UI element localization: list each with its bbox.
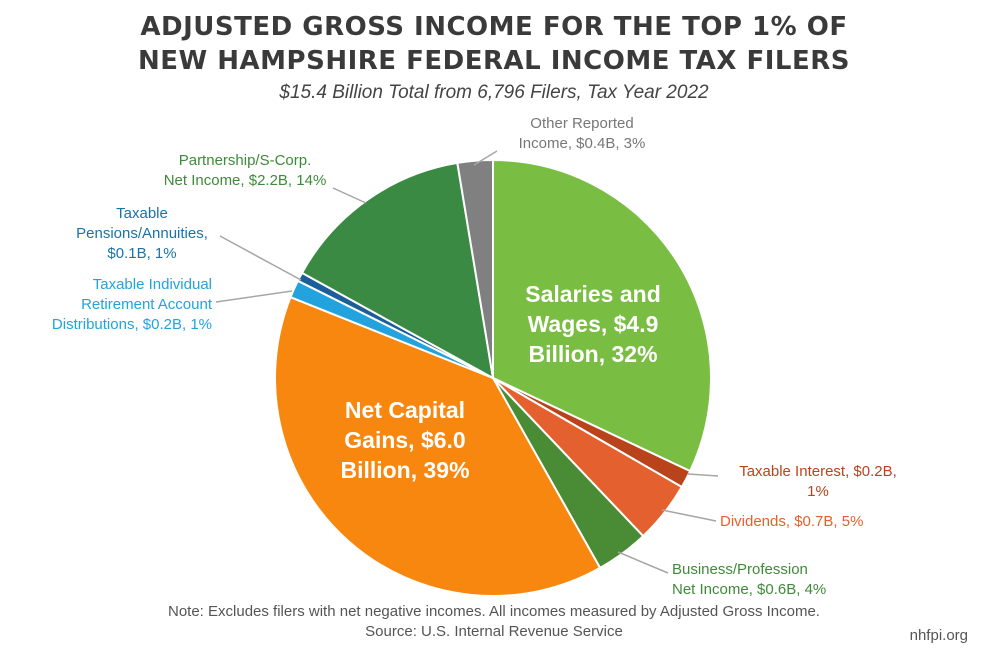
- slice-label-line: Income, $0.4B, 3%: [519, 135, 646, 152]
- leader-line-taxable-individual-retirement-account-distributions: [215, 290, 293, 303]
- slice-label-line: Net Income, $2.2B, 14%: [164, 172, 327, 189]
- slice-label-line: Distributions, $0.2B, 1%: [52, 316, 212, 333]
- brand-url: nhfpi.org: [909, 627, 968, 644]
- slice-label-net-capital-gains: Net Capital Gains, $6.0 Billion, 39%: [340, 397, 469, 483]
- leader-line-partnership-s-corp-net-income: [332, 187, 367, 204]
- slice-label-line: 1%: [807, 483, 829, 500]
- leader-line-other-reported-income: [473, 150, 498, 166]
- slice-label-taxable-pensions-annuities: Taxable Pensions/Annuities, $0.1B, 1%: [76, 205, 208, 262]
- slice-label-line: $0.1B, 1%: [107, 245, 176, 262]
- chart-subtitle: $15.4 Billion Total from 6,796 Filers, T…: [279, 82, 709, 103]
- chart-title-line-2: NEW HAMPSHIRE FEDERAL INCOME TAX FILERS: [138, 46, 850, 76]
- pie-slice-partnership-s-corp-net-income: [300, 161, 495, 380]
- pie-slice-salaries-and-wages: [492, 158, 712, 473]
- slice-label-line: Taxable Interest, $0.2B,: [739, 463, 897, 480]
- slice-label-dividends: Dividends, $0.7B, 5%: [720, 513, 863, 530]
- slice-label-line: Pensions/Annuities,: [76, 225, 208, 242]
- slice-label-other-reported-income: Other Reported Income, $0.4B, 3%: [519, 115, 646, 152]
- leader-line-taxable-pensions-annuities: [219, 235, 302, 281]
- pie-slice-other-reported-income: [456, 158, 494, 379]
- slice-label-line: Taxable Individual: [93, 276, 212, 293]
- leader-line-business-profession-net-income: [617, 551, 669, 574]
- slice-label-line: Business/Profession: [672, 561, 808, 578]
- chart-title-line-1: ADJUSTED GROSS INCOME FOR THE TOP 1% OF: [140, 12, 848, 42]
- slice-label-line: Other Reported: [530, 115, 633, 132]
- slice-label-line: Net Income, $0.6B, 4%: [672, 581, 826, 598]
- leader-line-taxable-interest: [687, 473, 719, 477]
- chart-note: Note: Excludes filers with net negative …: [168, 603, 820, 620]
- slice-label-taxable-interest: Taxable Interest, $0.2B, 1%: [739, 463, 897, 500]
- slice-label-line: Wages, $4.9: [528, 311, 659, 337]
- slice-label-line: Retirement Account: [81, 296, 213, 313]
- slice-label-line: Partnership/S-Corp.: [179, 152, 312, 169]
- slice-label-salaries-and-wages: Salaries and Wages, $4.9 Billion, 32%: [525, 281, 661, 367]
- leader-line-dividends: [661, 509, 717, 522]
- slice-label-line: Taxable: [116, 205, 168, 222]
- slice-label-partnership-s-corp-net-income: Partnership/S-Corp. Net Income, $2.2B, 14…: [164, 152, 327, 189]
- slice-label-business-profession-net-income: Business/Profession Net Income, $0.6B, 4%: [672, 561, 826, 598]
- slice-label-line: Billion, 39%: [340, 457, 469, 483]
- slice-label-line: Salaries and: [525, 281, 661, 307]
- slice-label-line: Billion, 32%: [528, 341, 657, 367]
- pie-slice-net-capital-gains: [274, 295, 602, 597]
- slice-label-line: Gains, $6.0: [344, 427, 465, 453]
- slice-label-taxable-individual-retirement-account-distributions: Taxable Individual Retirement Account Dist…: [52, 276, 213, 333]
- chart-source: Source: U.S. Internal Revenue Service: [365, 623, 623, 640]
- slice-label-line: Net Capital: [345, 397, 465, 423]
- slice-label-line: Dividends, $0.7B, 5%: [720, 513, 863, 530]
